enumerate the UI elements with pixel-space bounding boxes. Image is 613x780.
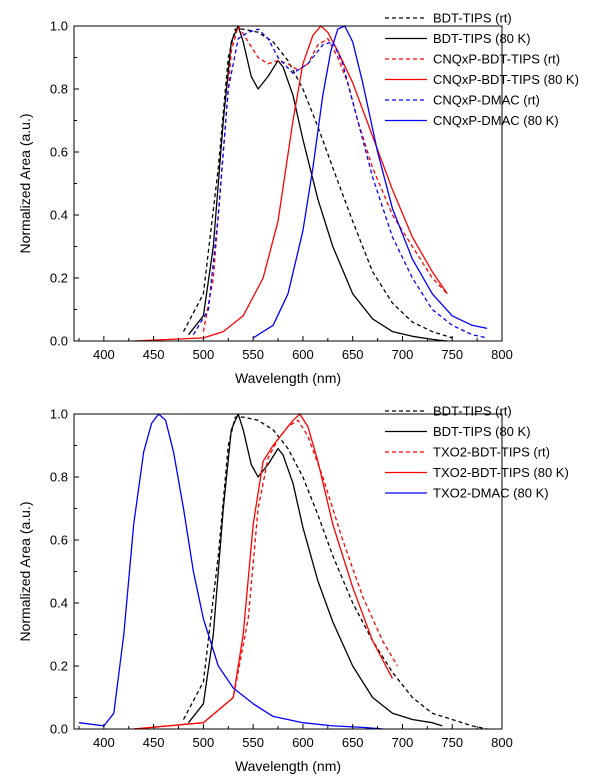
legend-label: BDT-TIPS (rt) — [433, 11, 512, 26]
y-tick-label: 0.2 — [50, 659, 68, 674]
legend-label: CNQxP-BDT-TIPS (rt) — [433, 52, 560, 67]
plot-frame — [73, 413, 503, 730]
x-tick-label: 800 — [491, 735, 513, 750]
x-tick-label: 700 — [392, 735, 414, 750]
legend: BDT-TIPS (rt) BDT-TIPS (80 K) CNQxP-BDT-TI… — [385, 11, 579, 128]
y-axis-title: Normalized Area (a.u.) — [17, 113, 33, 253]
y-tick-label: 0.0 — [50, 334, 68, 349]
x-tick-label: 450 — [143, 735, 165, 750]
y-tick-label: 0.8 — [50, 82, 68, 97]
x-axis-title: Wavelength (nm) — [235, 758, 341, 774]
y-tick-label: 0.6 — [50, 533, 68, 548]
x-tick-label: 750 — [441, 735, 463, 750]
y-tick-label: 0.0 — [50, 722, 68, 737]
y-tick-label: 1.0 — [50, 19, 68, 34]
x-tick-label: 750 — [441, 347, 463, 362]
series-line — [187, 25, 448, 342]
y-tick-label: 1.0 — [50, 407, 68, 422]
y-axis-title: Normalized Area (a.u.) — [17, 501, 33, 641]
x-tick-label: 500 — [193, 735, 215, 750]
x-tick-label: 800 — [491, 347, 513, 362]
legend-label: CNQxP-BDT-TIPS (80 K) — [433, 72, 579, 87]
series-line — [182, 416, 488, 730]
x-tick-label: 450 — [143, 347, 165, 362]
y-tick-label: 0.6 — [50, 145, 68, 160]
series-line — [187, 413, 443, 727]
y-tick-label: 0.8 — [50, 470, 68, 485]
series-line — [252, 25, 488, 339]
x-tick-label: 600 — [292, 347, 314, 362]
legend: BDT-TIPS (rt) BDT-TIPS (80 K) TXO2-BDT-TIP… — [385, 404, 569, 501]
y-tick-label: 0.2 — [50, 271, 68, 286]
series-line — [202, 25, 448, 332]
x-tick-label: 550 — [242, 735, 264, 750]
x-tick-label: 400 — [93, 347, 115, 362]
legend-label: BDT-TIPS (80 K) — [433, 424, 531, 439]
x-tick-label: 700 — [392, 347, 414, 362]
x-tick-label: 400 — [93, 735, 115, 750]
x-tick-label: 550 — [242, 347, 264, 362]
chart-panel-1: 400 450 500 550 600 650 700 750 800 0.0 0.2 0.4 0.6 0… — [17, 11, 579, 387]
x-tick-label: 500 — [193, 347, 215, 362]
legend-label: BDT-TIPS (80 K) — [433, 31, 531, 46]
legend-label: TXO2-BDT-TIPS (80 K) — [433, 465, 569, 480]
x-tick-label: 650 — [342, 735, 364, 750]
series-line — [133, 413, 394, 730]
y-tick-label: 0.4 — [50, 596, 68, 611]
series-line — [192, 28, 488, 339]
series-line — [78, 413, 383, 730]
y-tick-label: 0.4 — [50, 208, 68, 223]
chart-panel-2: 400 450 500 550 600 650 700 750 800 0.0 0.2 0.4 0.6 0… — [17, 404, 569, 775]
legend-label: BDT-TIPS (rt) — [433, 404, 512, 419]
legend-label: CNQxP-DMAC (rt) — [433, 93, 540, 108]
series-line — [182, 28, 453, 339]
series-line — [133, 25, 448, 342]
legend-label: TXO2-DMAC (80 K) — [433, 486, 549, 501]
x-tick-label: 650 — [342, 347, 364, 362]
x-axis-title: Wavelength (nm) — [235, 370, 341, 386]
legend-label: CNQxP-DMAC (80 K) — [433, 113, 559, 128]
x-tick-label: 600 — [292, 735, 314, 750]
legend-label: TXO2-BDT-TIPS (rt) — [433, 445, 550, 460]
